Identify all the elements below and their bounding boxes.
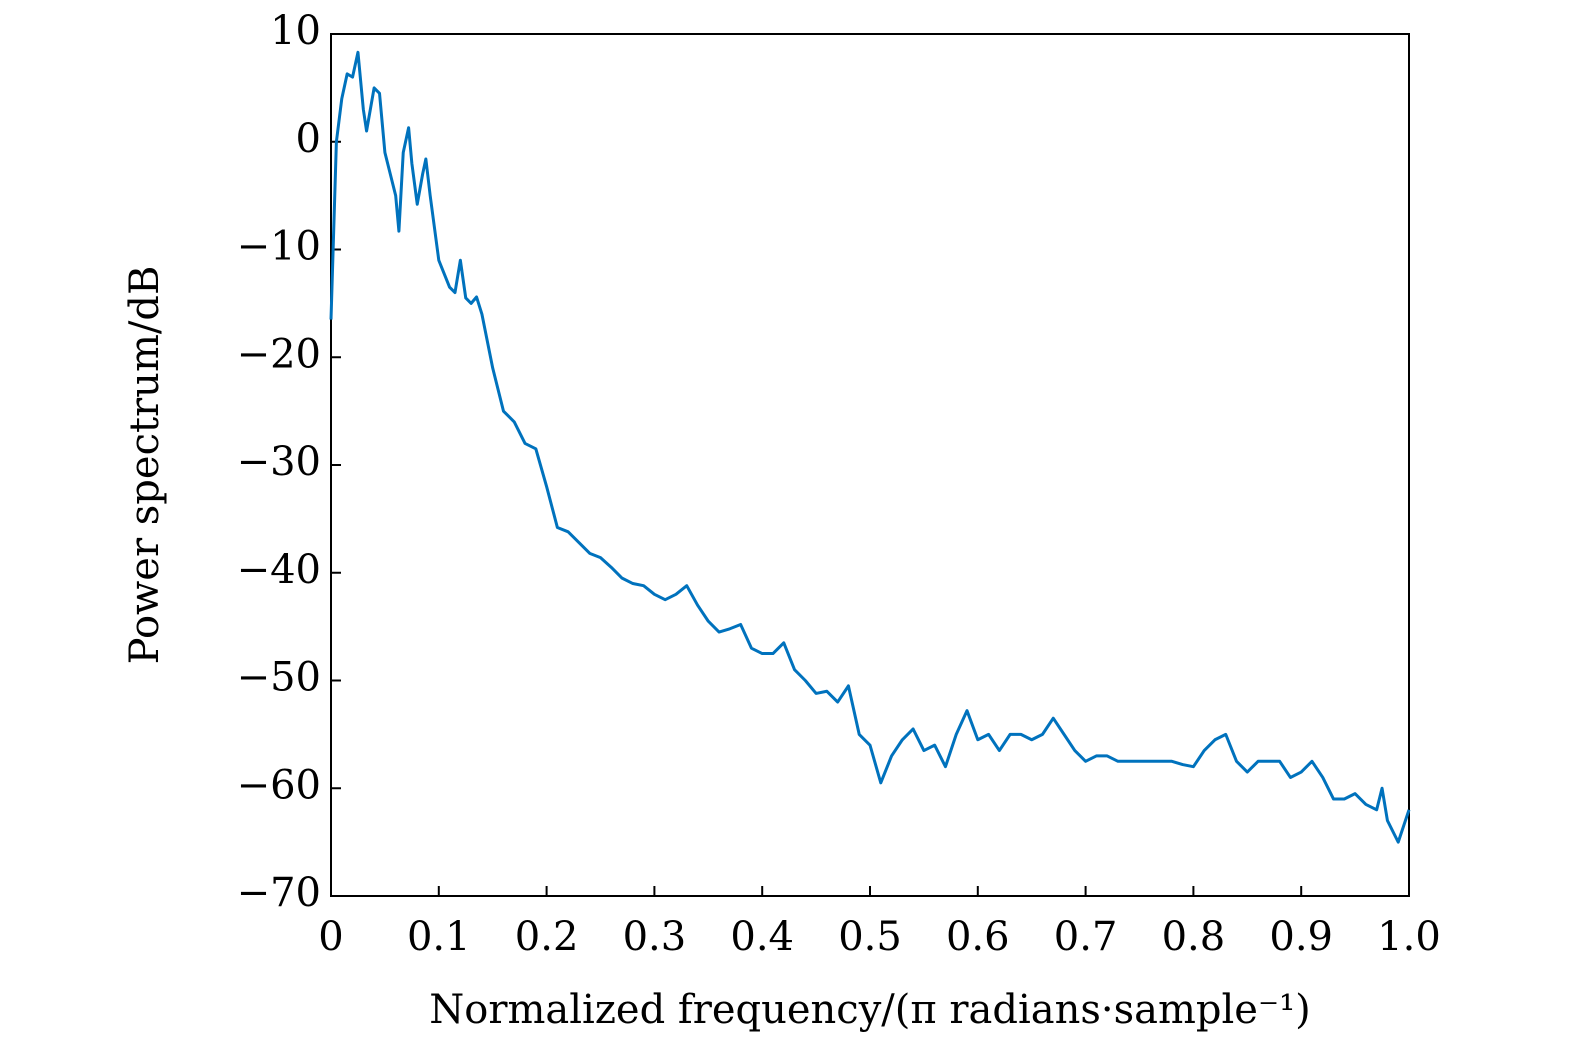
y-tick-label: −50 (237, 655, 321, 701)
x-tick-label: 0.7 (1054, 914, 1118, 960)
x-axis-label: Normalized frequency/(π radians·sample⁻¹… (429, 987, 1310, 1033)
y-axis-label: Power spectrum/dB (122, 266, 168, 665)
y-tick-label: −60 (237, 762, 321, 808)
spectrum-line (329, 50, 1411, 844)
x-tick-label: 0.9 (1269, 914, 1333, 960)
x-tick-label: 0.2 (515, 914, 579, 960)
y-tick-label: −20 (237, 331, 321, 377)
y-tick-label: −30 (237, 439, 321, 485)
x-tick-label: 1.0 (1377, 914, 1441, 960)
x-tick-label: 0.3 (623, 914, 687, 960)
y-tick-label: 10 (270, 8, 321, 54)
x-tick-label: 0.1 (407, 914, 471, 960)
x-tick-label: 0 (318, 914, 343, 960)
x-tick-label: 0.5 (838, 914, 902, 960)
plot-frame (330, 33, 1410, 897)
x-tick-label: 0.6 (946, 914, 1010, 960)
y-tick-label: 0 (296, 116, 321, 162)
y-tick-label: −40 (237, 547, 321, 593)
x-tick-label: 0.8 (1162, 914, 1226, 960)
y-tick-label: −10 (237, 224, 321, 270)
x-tick-label: 0.4 (730, 914, 794, 960)
y-tick-label: −70 (237, 870, 321, 916)
